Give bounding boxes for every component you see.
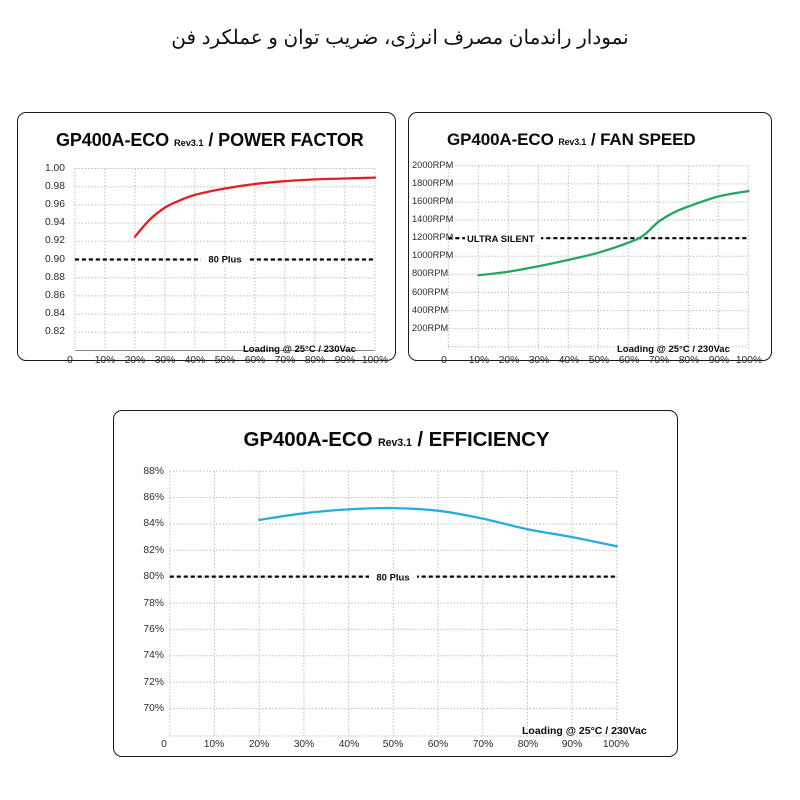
svg-text:ULTRA SILENT: ULTRA SILENT: [467, 234, 535, 245]
svg-text:80 Plus: 80 Plus: [376, 572, 409, 583]
svg-text:80 Plus: 80 Plus: [208, 255, 241, 266]
